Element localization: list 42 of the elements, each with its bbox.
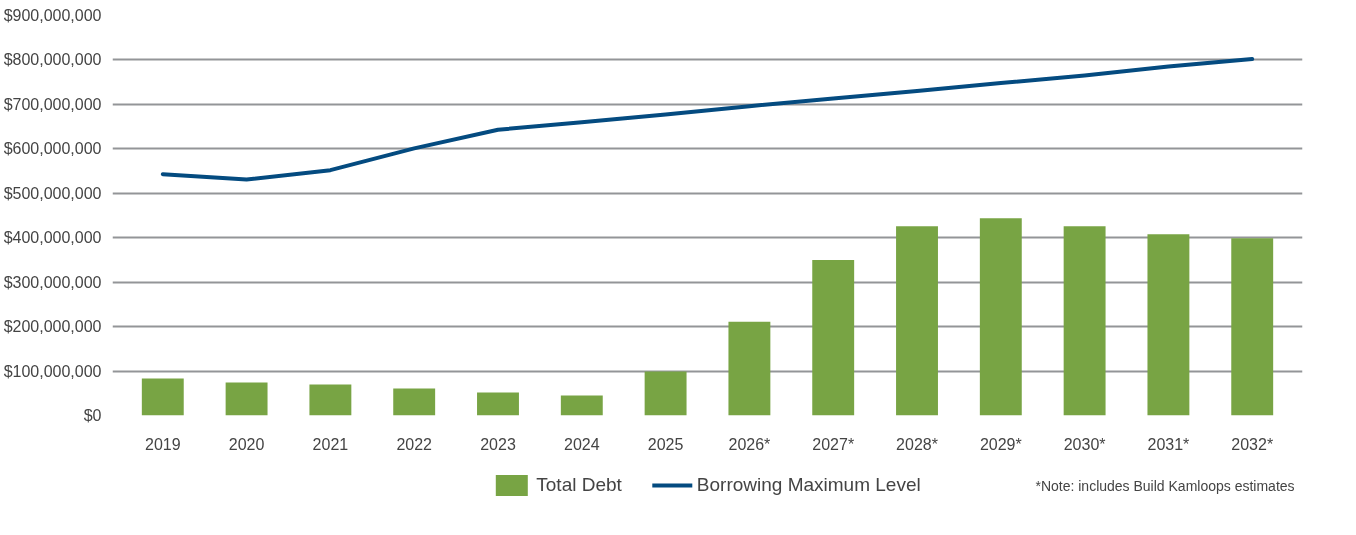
y-tick-label: $400,000,000 <box>3 229 102 247</box>
y-tick-label: $900,000,000 <box>3 7 102 24</box>
bar <box>1063 226 1106 416</box>
bar <box>1147 234 1190 416</box>
legend-label: Borrowing Maximum Level <box>696 474 921 496</box>
bar <box>1231 238 1274 416</box>
bar <box>477 392 519 416</box>
line-series <box>160 57 1255 182</box>
y-tick-label: $800,000,000 <box>3 51 102 69</box>
bar <box>141 378 184 416</box>
bar <box>225 382 268 416</box>
bar <box>896 226 938 416</box>
x-tick-label: 2027* <box>812 435 855 453</box>
x-tick-label: 2029* <box>979 435 1022 453</box>
x-tick-label: 2028* <box>896 435 938 453</box>
y-tick-label: $600,000,000 <box>3 140 102 158</box>
text: *Note: includes Build Kamloops estimates <box>1035 477 1295 494</box>
x-tick-label: 2030* <box>1063 435 1106 453</box>
bar <box>560 395 603 416</box>
x-tick-label: 2025 <box>647 435 684 453</box>
x-tick-label: 2022 <box>396 435 433 453</box>
y-tick-label: $300,000,000 <box>3 273 102 291</box>
x-tick-label: 2032* <box>1231 435 1274 453</box>
bar <box>309 384 352 416</box>
bar <box>979 218 1022 416</box>
bar <box>812 259 855 416</box>
y-tick-label: $200,000,000 <box>3 318 102 336</box>
y-tick-label: $700,000,000 <box>3 95 102 113</box>
legend-label: Total Debt <box>536 474 622 496</box>
x-tick-label: 2024 <box>564 435 600 453</box>
bar <box>644 371 687 416</box>
y-tick-label: $100,000,000 <box>3 362 102 380</box>
x-tick-label: 2023 <box>480 435 516 453</box>
x-tick-label: 2019 <box>144 435 181 453</box>
x-tick-label: 2031* <box>1147 435 1190 453</box>
y-tick-label: $0 <box>83 407 102 424</box>
x-tick-label: 2020 <box>228 435 265 453</box>
bar <box>728 321 771 416</box>
x-tick-label: 2021 <box>312 435 349 453</box>
x-tick-label: 2026* <box>728 435 771 453</box>
bar <box>393 388 436 416</box>
y-tick-label: $500,000,000 <box>3 184 102 202</box>
